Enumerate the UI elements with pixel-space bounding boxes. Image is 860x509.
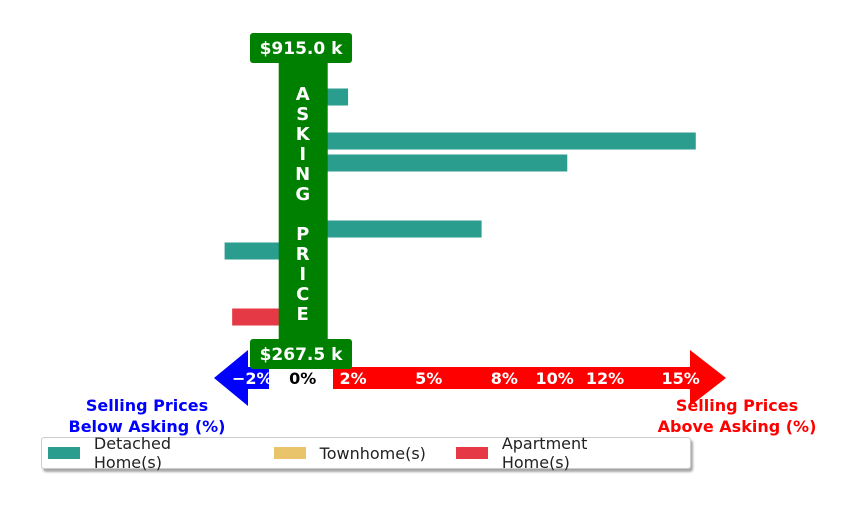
right-side-label-1: Above Asking (%) xyxy=(658,417,817,436)
bottom-price-box xyxy=(250,339,352,369)
band-letter-2: K xyxy=(296,124,311,145)
bar-7 xyxy=(302,220,482,238)
band-letter-7: P xyxy=(296,224,309,245)
x-tick-label-0: −2% xyxy=(232,369,273,388)
legend-item-detached: Detached Home(s) xyxy=(48,434,244,472)
band-letter-1: S xyxy=(296,104,309,125)
legend-label-detached: Detached Home(s) xyxy=(93,434,172,472)
band-letter-9: I xyxy=(299,264,306,285)
band-letter-11: E xyxy=(297,304,309,325)
legend-item-townhome: Townhome(s) xyxy=(273,443,426,463)
legend-swatch-townhome xyxy=(273,447,306,459)
legend-label-apartment: Apartment Home(s) xyxy=(501,434,588,472)
band-letter-5: G xyxy=(295,184,310,205)
legend-swatch-apartment xyxy=(455,447,488,459)
left-side-label-1: Below Asking (%) xyxy=(69,417,226,436)
band-letter-10: C xyxy=(296,284,309,305)
x-tick-label-1: 0% xyxy=(289,369,316,388)
legend-swatch-detached xyxy=(48,447,80,459)
bar-3 xyxy=(302,132,696,150)
x-tick-label-7: 15% xyxy=(661,369,699,388)
x-tick-label-4: 8% xyxy=(491,369,518,388)
band-letter-8: R xyxy=(296,244,310,265)
legend-item-apartment: Apartment Home(s) xyxy=(455,434,660,472)
axis-arrow-right xyxy=(333,350,726,406)
bar-4 xyxy=(302,154,568,172)
axis-arrow-left xyxy=(214,350,269,406)
band-letter-4: N xyxy=(295,164,310,185)
band-letter-0: A xyxy=(296,84,310,105)
top-price-box xyxy=(250,33,352,63)
asking-price-band xyxy=(278,46,328,368)
x-tick-label-6: 12% xyxy=(586,369,624,388)
legend: Detached Home(s) Townhome(s) Apartment H… xyxy=(41,434,691,472)
right-side-label-0: Selling Prices xyxy=(676,396,798,415)
band-letter-3: I xyxy=(299,144,306,165)
x-tick-label-3: 5% xyxy=(415,369,442,388)
legend-label-townhome: Townhome(s) xyxy=(319,443,426,463)
x-tick-label-2: 2% xyxy=(340,369,367,388)
x-tick-label-5: 10% xyxy=(536,369,574,388)
bottom-price-label: $267.5 k xyxy=(260,345,344,365)
left-side-label-0: Selling Prices xyxy=(86,396,208,415)
top-price-label: $915.0 k xyxy=(260,39,344,59)
